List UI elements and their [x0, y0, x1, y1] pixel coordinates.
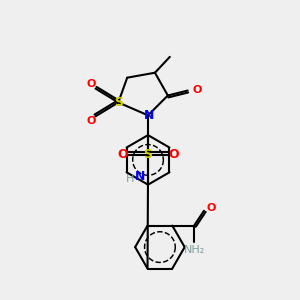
Text: O: O: [87, 79, 96, 88]
Text: O: O: [169, 148, 179, 161]
Text: O: O: [207, 203, 216, 213]
Text: N: N: [144, 109, 154, 122]
Text: O: O: [87, 116, 96, 126]
Text: N: N: [135, 170, 145, 183]
Text: O: O: [117, 148, 128, 161]
Text: O: O: [193, 85, 202, 94]
Text: S: S: [114, 96, 123, 109]
Text: H: H: [126, 174, 134, 184]
Text: NH₂: NH₂: [184, 245, 205, 255]
Text: S: S: [143, 148, 152, 161]
